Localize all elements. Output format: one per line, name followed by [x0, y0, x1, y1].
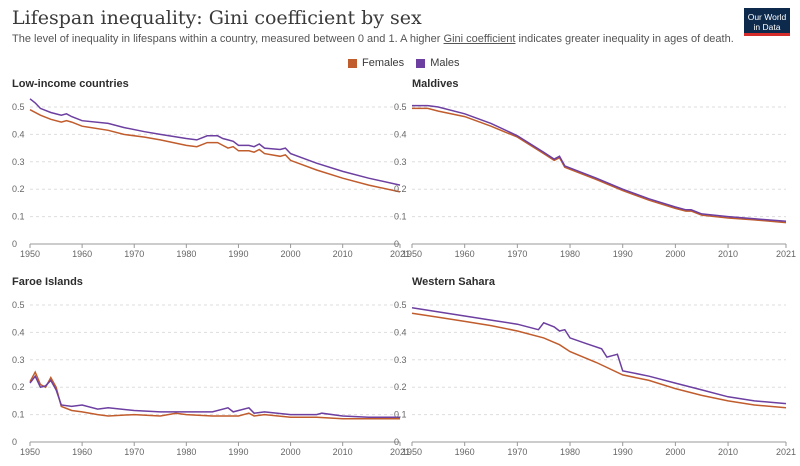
- y-tick-label: 0: [394, 239, 399, 249]
- x-tick-label: 1980: [176, 249, 196, 259]
- series-line-females[interactable]: [411, 312, 787, 409]
- y-tick-label: 0.1: [12, 410, 25, 420]
- y-tick-label: 0.2: [12, 184, 25, 194]
- x-tick-label: 1970: [124, 447, 144, 457]
- x-tick-label: 1990: [228, 249, 248, 259]
- series-line-males[interactable]: [29, 374, 400, 419]
- y-tick-label: 0.2: [12, 382, 25, 392]
- x-tick-label: 2021: [776, 447, 796, 457]
- panel-0: Low-income countries 0 0.1 0.2 0.3 0.4 0.5 1950…: [12, 78, 410, 259]
- x-tick-label: 2021: [390, 447, 410, 457]
- x-tick-label: 1990: [228, 447, 248, 457]
- x-tick-label: 2010: [333, 447, 353, 457]
- series-line-males[interactable]: [412, 104, 787, 223]
- x-tick-label: 2000: [281, 447, 301, 457]
- chart-title: Lifespan inequality: Gini coefficient by…: [12, 7, 422, 29]
- x-tick-label: 1970: [507, 249, 527, 259]
- y-tick-label: 0.4: [12, 129, 25, 139]
- panel-3: Western Sahara 0 0.1 0.2 0.3 0.4 0.5 1950 1960 19…: [394, 276, 796, 457]
- panel-title: Low-income countries: [12, 78, 129, 90]
- x-tick-label: 1960: [455, 447, 475, 457]
- x-tick-label: 1990: [613, 447, 633, 457]
- y-tick-label: 0: [12, 239, 17, 249]
- y-tick-label: 0.4: [394, 129, 407, 139]
- x-tick-label: 1970: [124, 249, 144, 259]
- owid-logo[interactable]: Our World in Data: [744, 8, 790, 36]
- x-tick-label: 1950: [402, 249, 422, 259]
- x-tick-label: 2021: [390, 249, 410, 259]
- x-tick-label: 1960: [72, 249, 92, 259]
- x-tick-label: 1960: [72, 447, 92, 457]
- x-tick-label: 1950: [20, 249, 40, 259]
- chart-subtitle: The level of inequality in lifespans wit…: [12, 33, 734, 45]
- y-tick-label: 0.3: [12, 157, 25, 167]
- x-tick-label: 2010: [333, 249, 353, 259]
- y-tick-label: 0: [12, 437, 17, 447]
- x-tick-label: 1970: [507, 447, 527, 457]
- series-line-males[interactable]: [411, 306, 787, 405]
- x-tick-label: 1950: [402, 447, 422, 457]
- y-tick-label: 0.1: [12, 212, 25, 222]
- y-tick-label: 0.1: [394, 212, 407, 222]
- y-tick-label: 0.3: [394, 355, 407, 365]
- x-tick-label: 1990: [613, 249, 633, 259]
- logo-line-2: in Data: [753, 22, 781, 32]
- y-tick-label: 0.1: [394, 410, 407, 420]
- x-tick-label: 1950: [20, 447, 40, 457]
- series-line-females[interactable]: [412, 107, 787, 224]
- y-tick-label: 0.5: [12, 300, 25, 310]
- panel-title: Maldives: [412, 78, 458, 90]
- x-tick-label: 2000: [665, 249, 685, 259]
- logo-line-1: Our World: [747, 12, 787, 22]
- panel-2: Faroe Islands 0 0.1 0.2 0.3 0.4 0.5 1950 1960 197…: [12, 276, 410, 457]
- series-line-females[interactable]: [29, 370, 400, 420]
- series-line-females[interactable]: [29, 109, 401, 193]
- x-tick-label: 1980: [560, 447, 580, 457]
- y-tick-label: 0.5: [394, 300, 407, 310]
- legend: Females Males: [348, 57, 460, 69]
- x-tick-label: 2000: [665, 447, 685, 457]
- legend-label-males: Males: [430, 57, 460, 69]
- subtitle-text-end: indicates greater inequality in ages of …: [515, 33, 734, 45]
- y-tick-label: 0.2: [394, 184, 407, 194]
- x-tick-label: 2000: [281, 249, 301, 259]
- legend-item-females[interactable]: Females: [348, 57, 404, 69]
- x-tick-label: 2010: [718, 249, 738, 259]
- series-line-males[interactable]: [29, 98, 401, 186]
- y-tick-label: 0.4: [12, 327, 25, 337]
- y-tick-label: 0: [394, 437, 399, 447]
- x-tick-label: 1960: [455, 249, 475, 259]
- subtitle-text: The level of inequality in lifespans wit…: [12, 33, 444, 45]
- gini-coefficient-link[interactable]: Gini coefficient: [443, 33, 516, 45]
- x-tick-label: 1980: [176, 447, 196, 457]
- y-tick-label: 0.4: [394, 327, 407, 337]
- x-tick-label: 1980: [560, 249, 580, 259]
- panel-title: Western Sahara: [412, 276, 496, 288]
- y-tick-label: 0.3: [394, 157, 407, 167]
- legend-swatch-males: [416, 58, 426, 68]
- y-tick-label: 0.2: [394, 382, 407, 392]
- x-tick-label: 2010: [718, 447, 738, 457]
- y-tick-label: 0.5: [394, 102, 407, 112]
- x-tick-label: 2021: [776, 249, 796, 259]
- legend-swatch-females: [348, 58, 357, 68]
- legend-item-males[interactable]: Males: [416, 57, 460, 69]
- panel-title: Faroe Islands: [12, 276, 83, 288]
- legend-label-females: Females: [362, 57, 405, 69]
- y-tick-label: 0.5: [12, 102, 25, 112]
- y-tick-label: 0.3: [12, 355, 25, 365]
- panel-1: Maldives 0 0.1 0.2 0.3 0.4 0.5 1950 1960 1970 1980…: [394, 78, 796, 259]
